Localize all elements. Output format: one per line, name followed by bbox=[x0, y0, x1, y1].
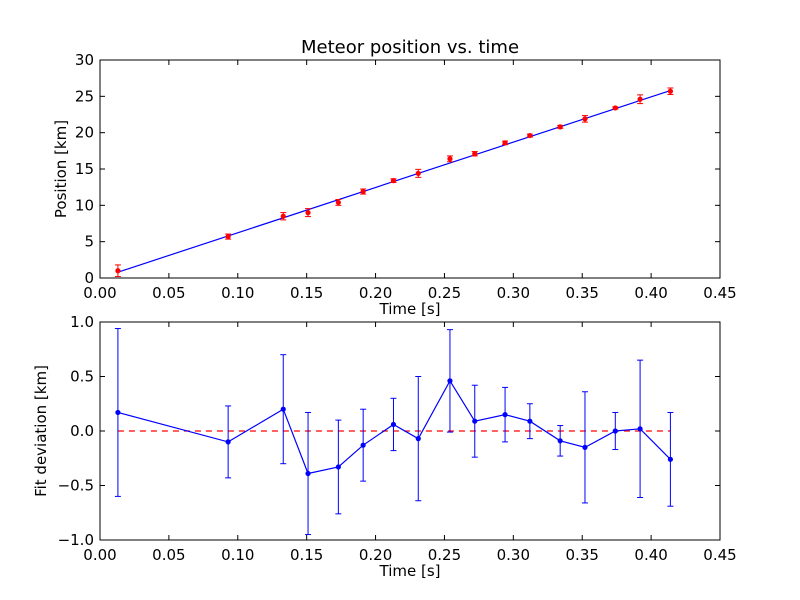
position-ytick-label: 30 bbox=[75, 51, 94, 69]
deviation-data-point bbox=[390, 421, 397, 428]
deviation-data-point bbox=[335, 464, 341, 470]
deviation-xtick-label: 0.30 bbox=[497, 546, 530, 564]
deviation-plot-ylabel: Fit deviation [km] bbox=[32, 365, 50, 497]
position-data-point bbox=[415, 170, 421, 176]
deviation-data-point bbox=[502, 412, 508, 418]
deviation-data-point bbox=[447, 378, 453, 384]
position-ytick-label: 20 bbox=[75, 124, 94, 142]
position-data-point bbox=[305, 210, 311, 216]
position-xtick-label: 0.15 bbox=[290, 284, 323, 302]
deviation-series-line bbox=[117, 379, 671, 475]
deviation-ytick-label: −1.0 bbox=[58, 531, 94, 549]
deviation-plot: 0.00 0.05 0.10 0.15 0.20 0.25 0.30 0.35 0.40 0.45… bbox=[32, 313, 737, 580]
deviation-data-point bbox=[557, 438, 563, 444]
deviation-plot-xlabel: Time [s] bbox=[379, 562, 441, 580]
position-xtick-label: 0.25 bbox=[428, 284, 461, 302]
position-data-point bbox=[637, 96, 643, 102]
deviation-data-point bbox=[225, 439, 231, 445]
deviation-plot-ticks: 0.00 0.05 0.10 0.15 0.20 0.25 0.30 0.35 0.40 0.45… bbox=[58, 313, 737, 564]
deviation-xtick-label: 0.40 bbox=[634, 546, 667, 564]
position-data-point bbox=[502, 140, 508, 146]
deviation-xtick-label: 0.10 bbox=[221, 546, 254, 564]
position-xtick-label: 0.45 bbox=[703, 284, 736, 302]
deviation-ytick-label: 1.0 bbox=[70, 313, 94, 331]
position-xtick-label: 0.30 bbox=[497, 284, 530, 302]
position-plot: Meteor position vs. time 0.00 0.05 0.10 0.1… bbox=[52, 37, 737, 318]
position-data-point bbox=[390, 178, 397, 184]
deviation-data-point bbox=[115, 409, 121, 416]
position-xtick-label: 0.40 bbox=[634, 284, 667, 302]
position-data-point bbox=[557, 124, 563, 130]
position-data-point bbox=[280, 213, 286, 219]
deviation-ytick-label: 0.0 bbox=[70, 422, 94, 440]
position-xtick-label: 0.00 bbox=[83, 284, 116, 302]
position-data-point bbox=[667, 88, 674, 94]
deviation-data-point bbox=[582, 444, 588, 450]
position-data-point bbox=[335, 199, 341, 206]
position-data-point bbox=[447, 156, 453, 162]
position-ytick-label: 15 bbox=[75, 160, 94, 178]
position-data-point bbox=[225, 233, 231, 240]
position-data-point bbox=[360, 188, 366, 195]
deviation-data-point bbox=[637, 426, 643, 432]
deviation-data-point bbox=[527, 418, 533, 424]
position-ytick-label: 10 bbox=[75, 196, 94, 214]
position-data-point bbox=[527, 132, 533, 139]
position-xtick-label: 0.20 bbox=[359, 284, 392, 302]
deviation-data-point bbox=[280, 406, 286, 412]
deviation-xtick-label: 0.45 bbox=[703, 546, 736, 564]
deviation-data-point bbox=[612, 428, 618, 434]
deviation-ytick-label: −0.5 bbox=[58, 477, 94, 495]
deviation-xtick-label: 0.20 bbox=[359, 546, 392, 564]
deviation-xtick-label: 0.35 bbox=[566, 546, 599, 564]
deviation-data-point bbox=[415, 436, 421, 442]
position-data-point bbox=[472, 151, 478, 157]
deviation-data-point bbox=[667, 456, 674, 462]
position-data-point bbox=[582, 116, 588, 122]
position-plot-ylabel: Position [km] bbox=[52, 120, 70, 218]
position-ytick-label: 25 bbox=[75, 87, 94, 105]
position-plot-ticks: 0.00 0.05 0.10 0.15 0.20 0.25 0.30 0.35 0.40 0.45… bbox=[75, 51, 737, 302]
position-xtick-label: 0.10 bbox=[221, 284, 254, 302]
deviation-data-point bbox=[360, 442, 366, 448]
deviation-xtick-label: 0.00 bbox=[83, 546, 116, 564]
position-plot-xlabel: Time [s] bbox=[379, 300, 441, 318]
position-plot-title: Meteor position vs. time bbox=[301, 37, 519, 58]
deviation-plot-content bbox=[114, 328, 674, 536]
position-data-point bbox=[115, 268, 121, 274]
position-plot-frame bbox=[99, 59, 721, 279]
position-xtick-label: 0.35 bbox=[566, 284, 599, 302]
deviation-data-point bbox=[472, 418, 478, 424]
deviation-xtick-label: 0.25 bbox=[428, 546, 461, 564]
position-ytick-label: 5 bbox=[84, 233, 94, 251]
deviation-xtick-label: 0.15 bbox=[290, 546, 323, 564]
deviation-data-point bbox=[305, 470, 311, 477]
position-ytick-label: 0 bbox=[84, 269, 94, 287]
deviation-xtick-label: 0.05 bbox=[152, 546, 185, 564]
position-data-point bbox=[612, 105, 618, 111]
position-plot-content bbox=[114, 87, 674, 278]
deviation-ytick-label: 0.5 bbox=[70, 368, 94, 386]
position-xtick-label: 0.05 bbox=[152, 284, 185, 302]
